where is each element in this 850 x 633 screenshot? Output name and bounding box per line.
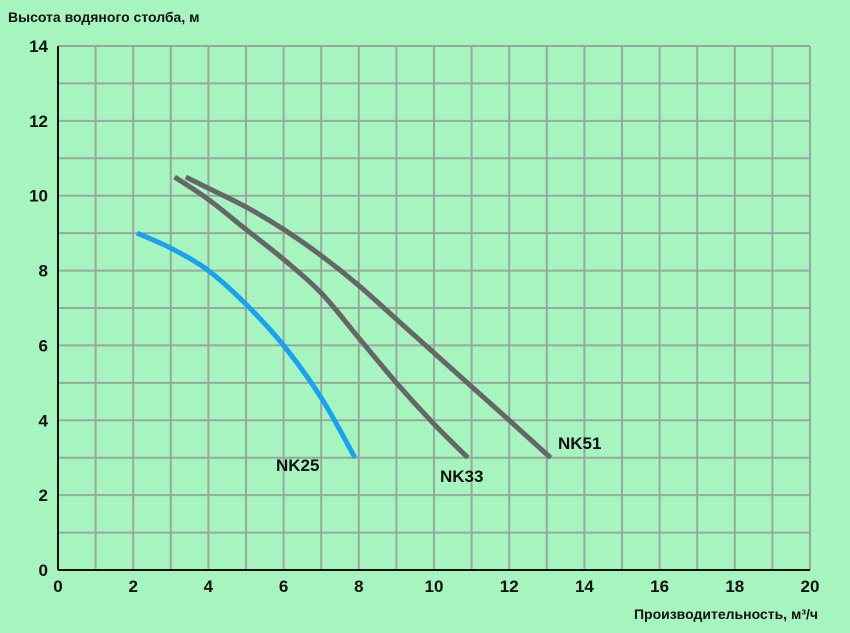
series-label-nk51: NK51: [558, 434, 601, 453]
series-labels: NK25 NK33 NK51: [276, 434, 601, 486]
x-tick-label: 12: [500, 577, 519, 596]
y-tick-label: 4: [39, 411, 49, 430]
x-tick-label: 18: [725, 577, 744, 596]
x-tick-label: 6: [279, 577, 288, 596]
tick-labels: 0 2 4 6 8 10 12 14 16 18 20 0 2 4 6 8 10 12 14: [29, 37, 819, 596]
y-tick-label: 0: [39, 561, 48, 580]
series-lines: [135, 174, 553, 460]
axes: [57, 46, 810, 571]
x-tick-label: 8: [354, 577, 363, 596]
x-axis-title: Производительность, м³/ч: [634, 606, 818, 622]
series-label-nk25: NK25: [276, 456, 319, 475]
y-axis-title: Высота водяного столба, м: [8, 9, 199, 25]
y-tick-label: 8: [39, 262, 48, 281]
x-tick-label: 10: [425, 577, 444, 596]
y-tick-label: 12: [29, 112, 48, 131]
y-tick-label: 2: [39, 486, 48, 505]
y-tick-label: 10: [29, 187, 48, 206]
series-label-nk33: NK33: [440, 467, 483, 486]
y-tick-label: 14: [29, 37, 48, 56]
x-tick-label: 14: [575, 577, 594, 596]
series-line-nk25: [135, 230, 358, 459]
grid: [58, 45, 811, 570]
x-tick-label: 2: [128, 577, 137, 596]
x-tick-label: 20: [801, 577, 820, 596]
series-line-nk33: [173, 174, 470, 460]
y-tick-label: 6: [39, 336, 48, 355]
x-tick-label: 0: [53, 577, 62, 596]
series-line-nk51: [184, 174, 553, 460]
x-tick-label: 4: [204, 577, 214, 596]
x-tick-label: 16: [650, 577, 669, 596]
